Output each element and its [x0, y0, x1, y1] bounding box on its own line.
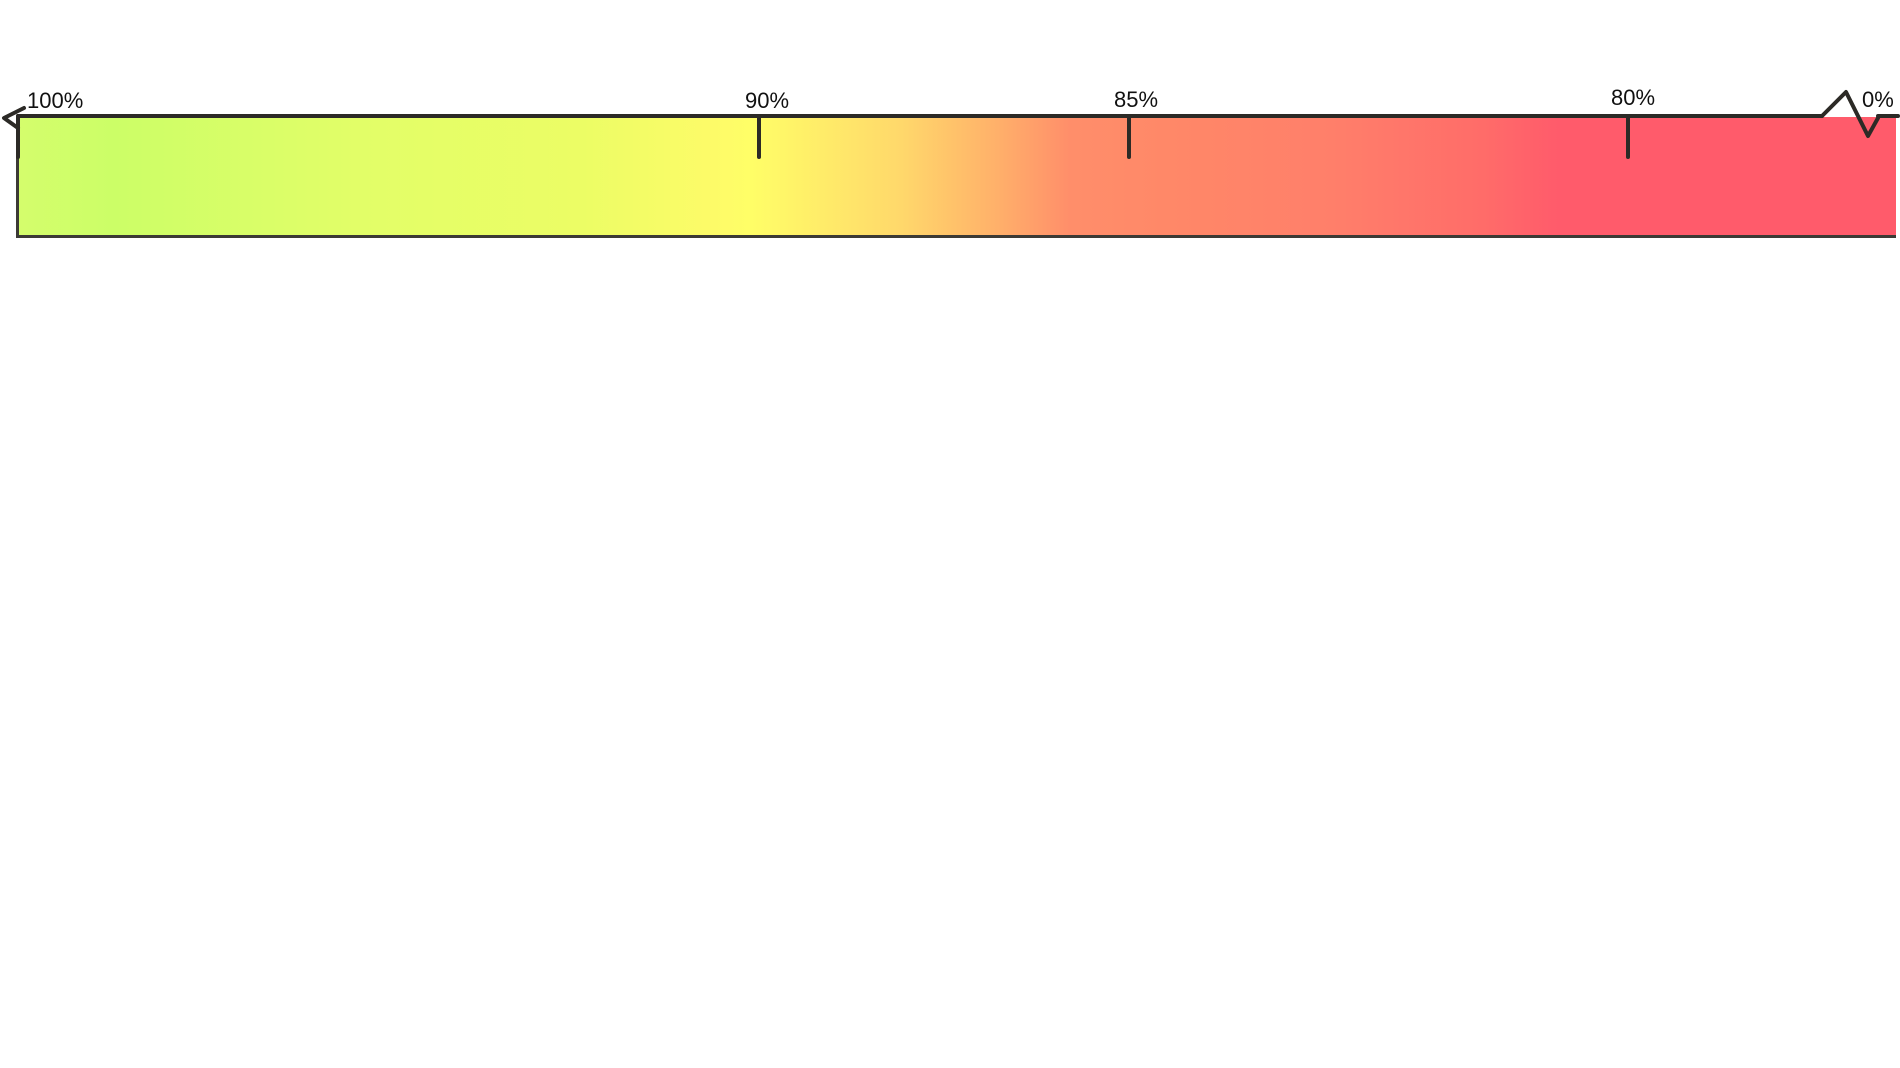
color-gradient-bar: [16, 117, 1896, 238]
scale-axis-line-end: [1876, 114, 1900, 118]
tick-label-0: 0%: [1862, 87, 1894, 112]
scale-axis-line: [16, 114, 1824, 118]
tick-90: [757, 114, 761, 159]
tick-label-80: 80%: [1611, 85, 1656, 110]
tick-label-90: 90%: [745, 88, 790, 113]
tick-80: [1626, 114, 1630, 159]
tick-label-100: 100%: [27, 88, 84, 113]
tick-85: [1127, 114, 1131, 159]
tick-label-85: 85%: [1114, 87, 1159, 112]
tick-100: [16, 114, 20, 159]
